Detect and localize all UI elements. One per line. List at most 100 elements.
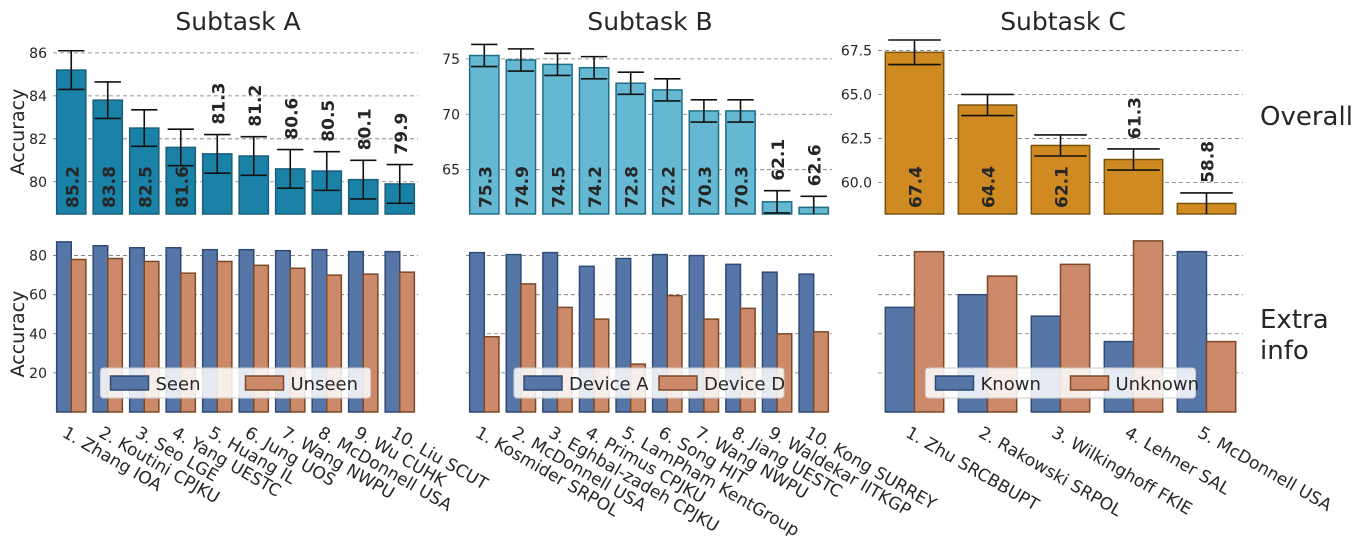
data-label: 81.3 [209, 83, 229, 125]
bar [384, 250, 401, 413]
y-tick-label: 70 [442, 107, 460, 123]
data-label: 58.8 [1199, 141, 1219, 183]
legend-label: Known [981, 374, 1041, 395]
data-label: 70.3 [696, 166, 716, 208]
bar [812, 331, 830, 413]
ylabel-top-group: Accuracy [7, 89, 29, 176]
data-label: 62.1 [1053, 166, 1073, 208]
bar [311, 170, 343, 215]
legend-label: Unseen [291, 374, 359, 395]
data-label: 75.3 [476, 166, 496, 208]
y-tick-label: 84 [29, 89, 47, 105]
bar [483, 335, 500, 413]
legend-swatch [244, 375, 285, 391]
row-label-extra-line2: info [1260, 336, 1309, 366]
legend-swatch [109, 375, 150, 391]
ylabel-bottom-group: Accuracy [7, 291, 29, 378]
data-label: 74.2 [586, 166, 606, 208]
bar [884, 51, 945, 215]
legend-label: Device A [569, 374, 649, 395]
row-label-overall: Overall [1260, 102, 1353, 132]
panel-subtask-c-overall: 60.0 62.5 65.0 67.5 67.4 64.4 62.1 61.3 58.8 [841, 39, 1243, 215]
legend-box [513, 367, 785, 399]
bar [615, 82, 647, 215]
bar [542, 63, 573, 215]
y-tick-label: 65.0 [841, 87, 872, 103]
data-label: 72.2 [659, 166, 679, 208]
y-tick-label: 62.5 [841, 131, 872, 147]
ylabel-top: Accuracy [7, 89, 29, 176]
y-tick-label: 65 [442, 163, 460, 179]
legend-swatch [1069, 375, 1110, 391]
bar [798, 273, 815, 413]
legend-label: Seen [156, 374, 201, 395]
legend-swatch [523, 375, 563, 391]
bar [55, 241, 73, 413]
data-label: 62.6 [806, 144, 826, 186]
data-label: 67.4 [907, 166, 927, 208]
subtask-b-title: Subtask B [587, 7, 712, 36]
bar [468, 251, 486, 413]
data-label: 62.1 [769, 139, 789, 181]
y-tick-label: 60.0 [841, 175, 872, 191]
data-label: 80.5 [319, 100, 339, 142]
data-label: 83.8 [100, 166, 120, 208]
bar [1205, 340, 1237, 413]
panel-subtask-c-extra: Known Unknown [878, 240, 1243, 413]
data-label: 79.9 [392, 113, 412, 155]
row-label-extra-line1: Extra [1260, 305, 1329, 335]
bar [725, 110, 756, 215]
data-label: 80.1 [355, 108, 375, 150]
bar [884, 306, 916, 413]
subtask-b-title-group: Subtask B [587, 7, 712, 36]
data-label: 81.2 [246, 85, 266, 127]
bar [1030, 144, 1091, 215]
bar [70, 258, 87, 413]
y-tick-label: 20 [29, 366, 47, 382]
panel-subtask-a-extra: 20 40 60 80 Seen Unseen [29, 241, 418, 413]
y-tick-label: 82 [29, 132, 47, 148]
panel-subtask-b-overall: 65 70 75 75.3 74.9 74.5 74.2 72.8 72.2 70.3 70.3 62… [442, 43, 832, 215]
legend-box [100, 367, 371, 399]
ylabel-bottom: Accuracy [7, 291, 29, 378]
bar [128, 127, 160, 215]
row-label-extra: Extra info [1260, 305, 1337, 366]
bar [957, 104, 1018, 215]
y-tick-label: 80 [29, 175, 47, 191]
y-tick-label: 80 [29, 249, 47, 265]
legend-box [925, 367, 1196, 399]
subtask-c-title: Subtask C [1000, 7, 1126, 36]
data-label: 80.6 [282, 98, 302, 140]
data-label: 61.3 [1126, 97, 1146, 139]
bar [55, 69, 87, 215]
data-label: 81.6 [173, 166, 193, 208]
data-label: 70.3 [733, 166, 753, 208]
subtask-a-title: Subtask A [175, 7, 300, 36]
y-tick-label: 67.5 [841, 44, 872, 60]
x-tick-label: 5. McDonnell USA [1194, 423, 1335, 516]
data-label: 74.9 [513, 166, 533, 208]
bar [165, 146, 197, 215]
data-label: 64.4 [980, 166, 1000, 208]
data-label: 74.5 [550, 166, 570, 208]
legend-swatch [658, 375, 698, 391]
subtask-a-title-group: Subtask A [175, 7, 300, 36]
legend-label: Device D [704, 374, 785, 395]
y-tick-label: 86 [29, 46, 47, 62]
data-label: 82.5 [136, 166, 156, 208]
panel-subtask-a-overall: 80 82 84 86 85.2 83.8 82.5 81.6 81.3 81.2 80.6 80.5… [29, 46, 418, 215]
bar [578, 66, 610, 215]
y-tick-label: 40 [29, 327, 47, 343]
bar [399, 271, 416, 413]
data-label: 85.2 [63, 166, 83, 208]
panel-subtask-b-extra: Device A Device D [466, 251, 832, 413]
subtask-c-title-group: Subtask C [1000, 7, 1126, 36]
legend-swatch [934, 375, 975, 391]
bar [505, 59, 537, 215]
y-tick-label: 75 [442, 52, 460, 68]
bar [468, 54, 500, 215]
legend-label: Unknown [1116, 374, 1200, 395]
data-label: 72.8 [623, 166, 643, 208]
